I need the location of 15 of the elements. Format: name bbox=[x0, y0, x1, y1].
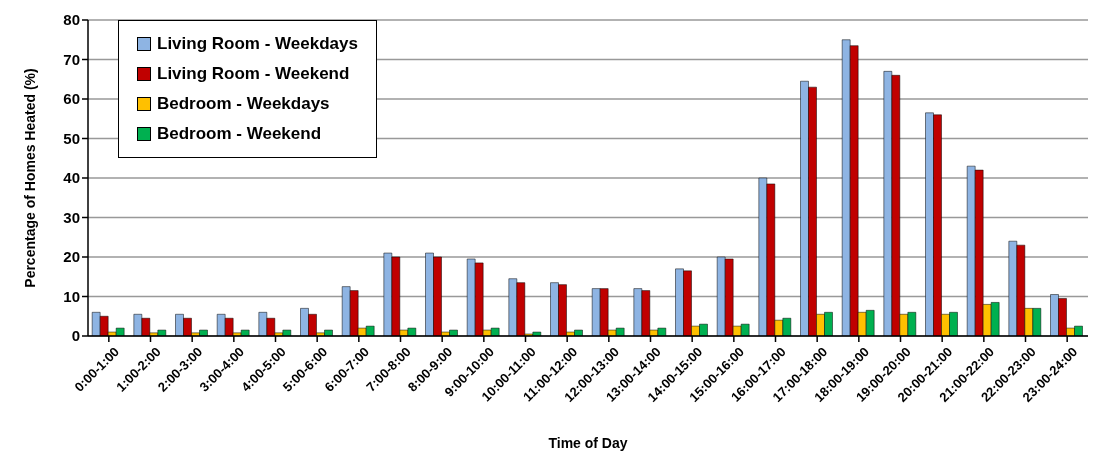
x-axis-title: Time of Day bbox=[548, 435, 628, 451]
y-tick-label: 80 bbox=[63, 11, 80, 29]
legend-label: Bedroom - Weekend bbox=[157, 123, 322, 145]
y-tick-label: 0 bbox=[71, 327, 80, 345]
y-tick-label: 70 bbox=[63, 50, 80, 68]
y-tick-label: 20 bbox=[63, 248, 80, 266]
legend-label: Living Room - Weekend bbox=[157, 63, 350, 85]
legend-label: Bedroom - Weekdays bbox=[157, 93, 330, 115]
y-tick-label: 30 bbox=[63, 208, 80, 226]
y-tick-label: 50 bbox=[63, 129, 80, 147]
legend-label: Living Room - Weekdays bbox=[157, 33, 358, 55]
y-tick-label: 60 bbox=[63, 90, 80, 108]
y-axis-title: Percentage of Homes Heated (%) bbox=[22, 68, 38, 288]
y-tick-label: 40 bbox=[63, 169, 80, 187]
y-tick-label: 10 bbox=[63, 287, 80, 305]
